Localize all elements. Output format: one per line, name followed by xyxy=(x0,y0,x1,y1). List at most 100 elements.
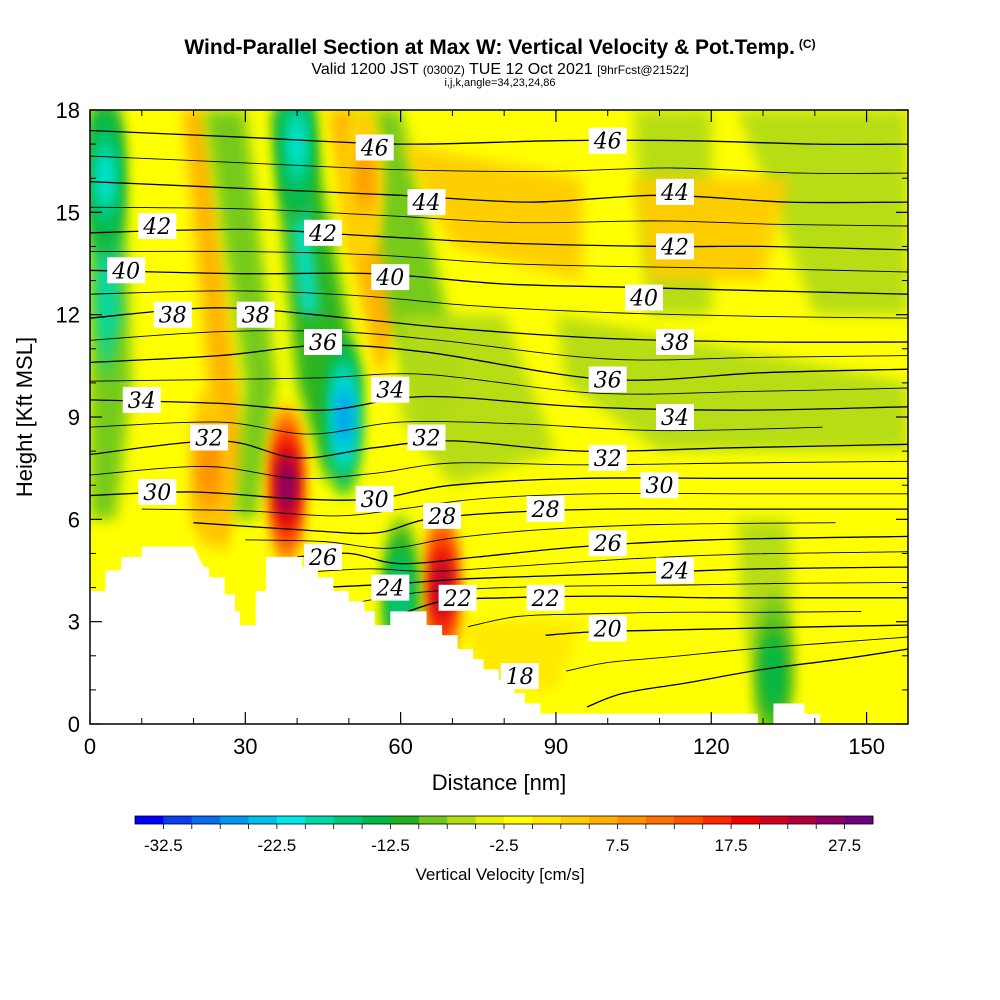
colorbar-title: Vertical Velocity [cm/s] xyxy=(415,865,584,884)
contour-label-text: 34 xyxy=(376,379,404,404)
contour-label-box xyxy=(371,574,410,601)
contour-label-text: 34 xyxy=(128,389,156,414)
colorbar-swatch xyxy=(560,816,590,824)
contour-label-box xyxy=(407,189,446,216)
colorbar-swatch xyxy=(447,816,476,824)
chart-title-text: Wind-Parallel Section at Max W: Vertical… xyxy=(184,36,795,59)
theta-contour-26 xyxy=(297,535,908,565)
contour-label: 24 xyxy=(656,557,694,585)
contour-label-text: 22 xyxy=(531,587,560,612)
contour-label-box xyxy=(656,329,694,355)
velocity-cell xyxy=(98,154,113,203)
velocity-cell xyxy=(279,461,294,510)
contour-label: 36 xyxy=(588,366,627,394)
contour-label: 24 xyxy=(371,574,410,602)
theta-contour-minor xyxy=(90,290,908,319)
contour-label-box xyxy=(423,502,462,529)
colorbar-swatch xyxy=(362,816,391,824)
theta-contour-minor xyxy=(353,581,908,604)
contour-label-box xyxy=(138,213,177,239)
contour-label-box xyxy=(625,284,663,311)
contour-label-text: 36 xyxy=(309,331,337,356)
theta-contour-minor xyxy=(141,492,908,517)
contour-label-text: 46 xyxy=(360,137,389,162)
contour-label: 38 xyxy=(236,301,275,329)
contour-label: 22 xyxy=(438,584,477,612)
colorbar-swatch xyxy=(645,816,675,824)
theta-contour-minor xyxy=(90,420,823,435)
contour-label-box xyxy=(588,530,627,557)
colorbar-tick-label: -12.5 xyxy=(371,836,410,855)
contour-label: 38 xyxy=(153,301,192,329)
colorbar-tick-label: 27.5 xyxy=(828,836,861,855)
colorbar-swatch xyxy=(248,816,278,824)
contour-label-text: 30 xyxy=(143,481,171,506)
contour-label: 28 xyxy=(526,496,565,523)
contour-label-box xyxy=(236,301,275,328)
contour-label-text: 30 xyxy=(646,474,674,499)
contour-label: 34 xyxy=(656,404,694,431)
velocity-band xyxy=(400,144,582,281)
y-tick-label: 6 xyxy=(68,507,80,532)
contour-label-text: 32 xyxy=(195,427,223,452)
contour-label-text: 34 xyxy=(661,406,689,431)
velocity-cell xyxy=(202,444,216,493)
copyright-mark: (C) xyxy=(798,37,816,51)
colorbar-swatch xyxy=(220,816,249,824)
theta-contour-36 xyxy=(90,344,908,381)
contour-label-text: 22 xyxy=(443,587,472,612)
y-tick-label: 9 xyxy=(68,405,80,430)
theta-contour-minor xyxy=(566,636,908,672)
contour-label: 40 xyxy=(371,264,410,291)
contour-label: 34 xyxy=(122,386,161,414)
colorbar-tick-label: 17.5 xyxy=(715,836,748,855)
x-tick-label: 0 xyxy=(84,734,96,759)
theta-contour-minor xyxy=(90,460,908,480)
contour-label-box xyxy=(656,233,694,260)
y-tick-label: 15 xyxy=(56,200,80,225)
colorbar-swatch xyxy=(191,816,221,824)
y-axis-label: Height [Kft MSL] xyxy=(12,337,37,497)
contour-label-box xyxy=(588,127,627,154)
velocity-band xyxy=(737,110,908,315)
contour-label-text: 44 xyxy=(412,191,441,216)
x-tick-label: 90 xyxy=(544,734,568,759)
theta-contour-34 xyxy=(90,395,908,411)
contour-label-box xyxy=(640,472,679,499)
colorbar-swatch xyxy=(504,816,533,824)
colorbar-swatch xyxy=(135,816,164,824)
contour-label-text: 32 xyxy=(413,427,441,452)
colorbar-swatch xyxy=(532,816,562,824)
contour-label: 18 xyxy=(500,663,539,690)
contour-label-box xyxy=(138,479,177,505)
contour-label-text: 28 xyxy=(427,505,456,530)
theta-contour-30 xyxy=(90,477,908,501)
theta-contour-minor xyxy=(245,522,836,549)
theta-contour-44 xyxy=(90,180,908,204)
colorbar-swatch xyxy=(276,816,306,824)
contour-label-text: 42 xyxy=(660,235,689,260)
chart-title: Wind-Parallel Section at Max W: Vertical… xyxy=(0,36,1000,60)
colorbar-swatch xyxy=(787,816,817,824)
contour-label-text: 38 xyxy=(661,331,689,356)
theta-contour-42 xyxy=(90,228,908,251)
contour-label-box xyxy=(304,543,342,570)
colorbar-swatch xyxy=(674,816,703,824)
contour-label: 32 xyxy=(588,444,627,472)
theta-contour-minor xyxy=(90,206,908,227)
colorbar-swatch xyxy=(731,816,760,824)
contour-label-box xyxy=(526,584,565,611)
contour-label-box xyxy=(304,329,342,355)
contour-label-box xyxy=(656,557,694,584)
contour-label: 38 xyxy=(656,329,694,356)
contour-label-text: 30 xyxy=(361,488,389,513)
x-tick-label: 30 xyxy=(233,734,257,759)
contour-label-text: 46 xyxy=(593,130,622,155)
contour-label: 42 xyxy=(304,219,342,247)
contour-label-box xyxy=(588,366,627,393)
colorbar-swatch xyxy=(844,816,874,824)
colorbar-swatch xyxy=(163,816,193,824)
contour-label-text: 38 xyxy=(159,304,187,329)
contour-label-box xyxy=(526,496,565,523)
